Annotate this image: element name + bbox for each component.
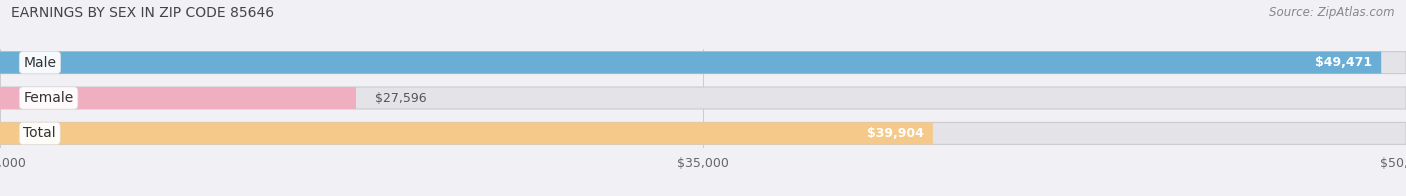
FancyBboxPatch shape bbox=[0, 52, 1381, 74]
Text: $27,596: $27,596 bbox=[375, 92, 426, 104]
Text: EARNINGS BY SEX IN ZIP CODE 85646: EARNINGS BY SEX IN ZIP CODE 85646 bbox=[11, 6, 274, 20]
Text: $49,471: $49,471 bbox=[1315, 56, 1372, 69]
FancyBboxPatch shape bbox=[0, 122, 1406, 144]
FancyBboxPatch shape bbox=[0, 122, 932, 144]
FancyBboxPatch shape bbox=[0, 87, 356, 109]
Text: Total: Total bbox=[24, 126, 56, 140]
FancyBboxPatch shape bbox=[0, 52, 1406, 74]
Text: Female: Female bbox=[24, 91, 73, 105]
Text: $39,904: $39,904 bbox=[866, 127, 924, 140]
FancyBboxPatch shape bbox=[0, 87, 1406, 109]
Text: Male: Male bbox=[24, 56, 56, 70]
Text: Source: ZipAtlas.com: Source: ZipAtlas.com bbox=[1270, 6, 1395, 19]
